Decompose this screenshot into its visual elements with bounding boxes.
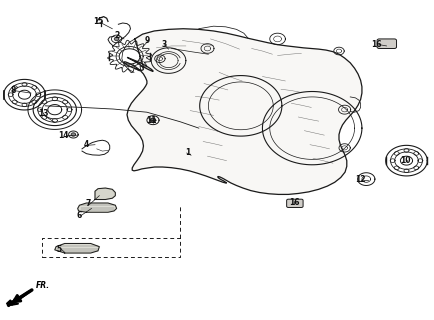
Polygon shape <box>71 133 76 136</box>
Polygon shape <box>55 244 99 253</box>
Text: 16: 16 <box>289 197 299 206</box>
Text: 7: 7 <box>85 199 91 208</box>
Text: 16: 16 <box>371 40 381 49</box>
Text: 12: 12 <box>355 175 366 184</box>
Polygon shape <box>124 29 362 195</box>
Text: 6: 6 <box>77 211 82 220</box>
Text: 4: 4 <box>84 140 89 149</box>
Text: 14: 14 <box>58 131 69 140</box>
Polygon shape <box>78 203 117 212</box>
Text: 8: 8 <box>10 86 16 95</box>
FancyBboxPatch shape <box>286 199 303 207</box>
Text: 15: 15 <box>93 17 103 26</box>
Text: 3: 3 <box>161 40 167 49</box>
Polygon shape <box>7 300 14 307</box>
FancyBboxPatch shape <box>377 39 397 49</box>
Polygon shape <box>150 118 155 122</box>
Text: 2: 2 <box>115 31 120 40</box>
Text: 11: 11 <box>146 116 157 125</box>
Text: 10: 10 <box>400 156 411 165</box>
Polygon shape <box>115 37 119 41</box>
Text: FR.: FR. <box>36 281 50 290</box>
Text: 1: 1 <box>185 148 190 157</box>
Text: 5: 5 <box>56 245 62 254</box>
Text: 9: 9 <box>144 36 150 45</box>
Polygon shape <box>95 188 115 199</box>
Text: 13: 13 <box>38 109 48 118</box>
